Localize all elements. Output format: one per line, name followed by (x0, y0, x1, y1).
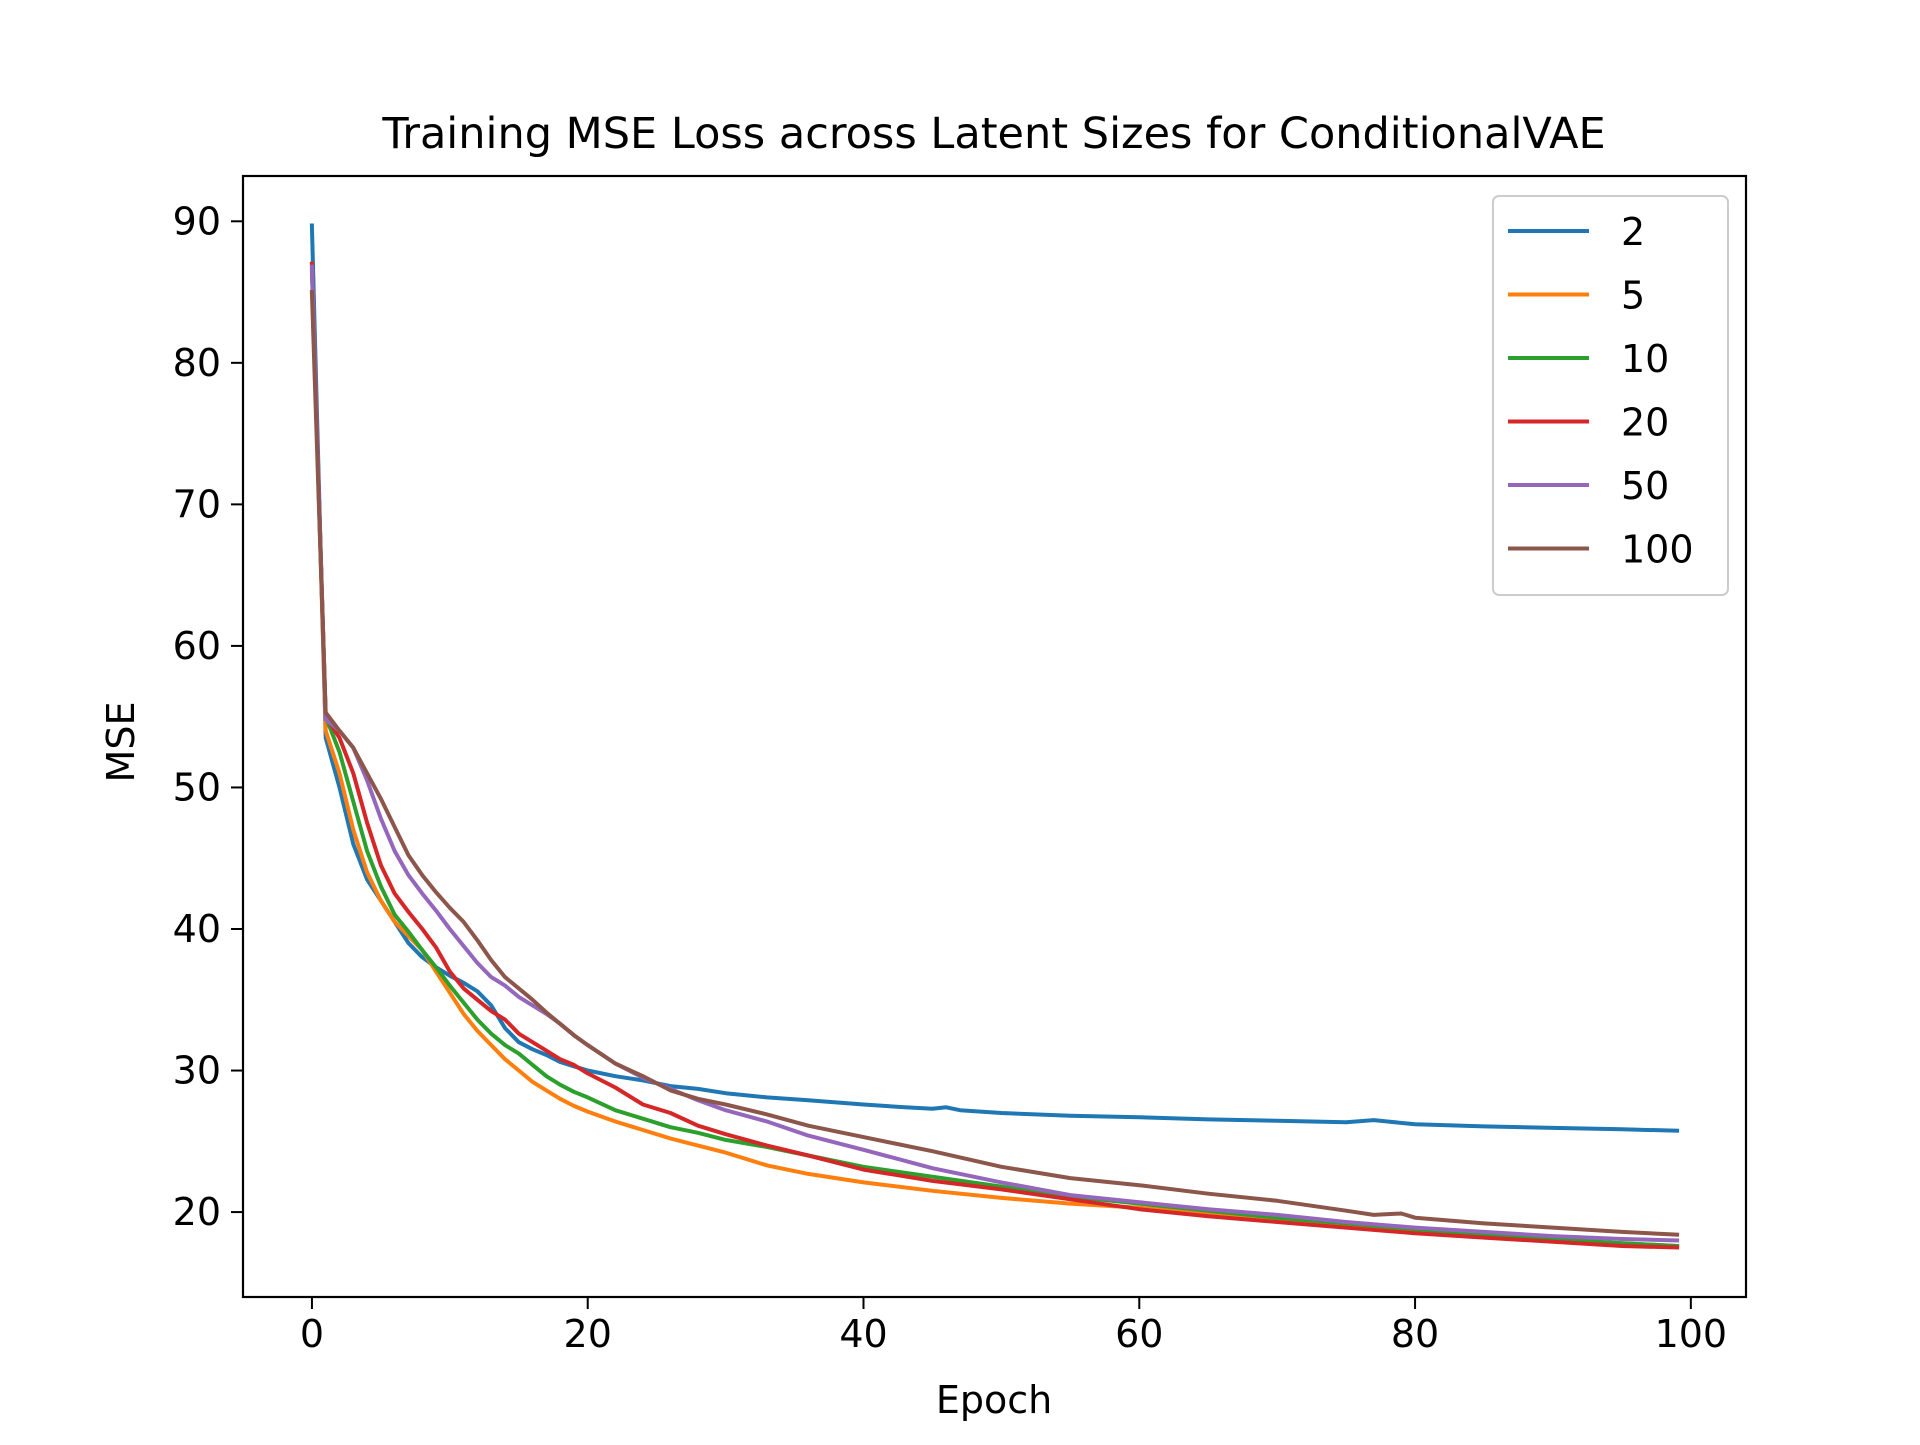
legend: 2 5 10 20 50 100 (1492, 195, 1729, 596)
plot-frame (241, 174, 1748, 1299)
x-tick-label: 60 (1115, 1312, 1163, 1356)
legend-label-20: 20 (1621, 401, 1669, 445)
y-tick-label: 80 (173, 341, 221, 385)
plot-area (309, 223, 1680, 1250)
y-tick-label: 60 (173, 624, 221, 668)
x-axis: 0 20 40 60 80 100 (300, 1297, 1727, 1356)
legend-label-2: 2 (1621, 210, 1645, 254)
y-axis: 20 30 40 50 60 70 80 90 (173, 199, 243, 1234)
x-axis-label: Epoch (936, 1378, 1052, 1422)
y-axis-label: MSE (99, 702, 143, 783)
y-tick-label: 50 (173, 765, 221, 809)
x-tick-label: 100 (1655, 1312, 1728, 1356)
x-tick-label: 80 (1391, 1312, 1439, 1356)
y-tick-label: 70 (173, 482, 221, 526)
series-line-100 (309, 290, 1680, 1237)
series-line-20 (309, 261, 1680, 1250)
y-tick-label: 30 (173, 1049, 221, 1093)
x-tick-label: 0 (300, 1312, 324, 1356)
chart-title: Training MSE Loss across Latent Sizes fo… (381, 109, 1605, 159)
series-line-5 (309, 261, 1680, 1249)
legend-label-100: 100 (1621, 528, 1694, 572)
legend-label-5: 5 (1621, 274, 1645, 318)
x-tick-label: 20 (564, 1312, 612, 1356)
y-tick-label: 90 (173, 199, 221, 243)
y-tick-label: 20 (173, 1190, 221, 1234)
y-tick-label: 40 (173, 907, 221, 951)
legend-label-50: 50 (1621, 464, 1669, 508)
x-tick-label: 40 (839, 1312, 887, 1356)
legend-label-10: 10 (1621, 337, 1669, 381)
